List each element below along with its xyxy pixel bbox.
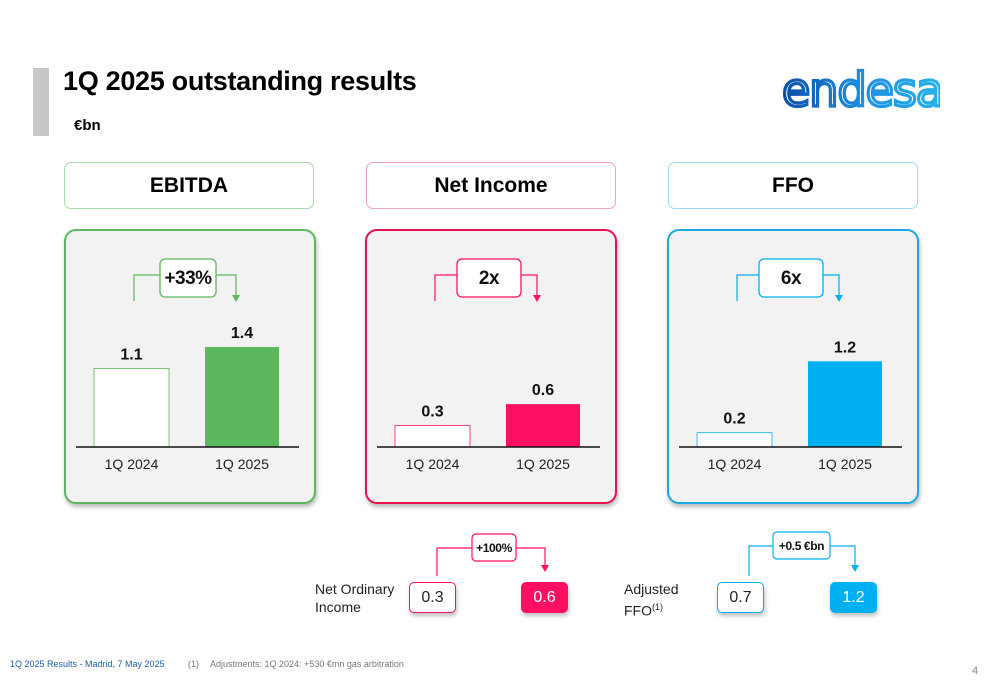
adjusted-ffo-2025-box: 1.2 xyxy=(830,582,877,613)
footnote-number: (1) xyxy=(188,659,199,669)
arrow-down-icon xyxy=(835,295,843,302)
ebitda-title: EBITDA xyxy=(149,173,229,197)
value-label: 0.3 xyxy=(421,404,443,421)
sub-change-badge xyxy=(772,531,831,560)
net-ordinary-income-label: Net Ordinary Income xyxy=(315,581,395,615)
x-tick-label: 1Q 2025 xyxy=(516,456,570,472)
adjusted-ffo-2024-box: 0.7 xyxy=(717,582,764,613)
bar-1q-2024 xyxy=(93,368,170,448)
change-badge xyxy=(159,258,217,298)
value-label: 1.1 xyxy=(120,346,142,363)
footer-source: 1Q 2025 Results - Madrid, 7 May 2025 xyxy=(10,659,165,669)
change-label: 6x xyxy=(781,268,802,289)
x-tick-label: 1Q 2024 xyxy=(406,456,460,472)
sub-change-label: +0.5 €bn xyxy=(779,539,824,553)
bar-1q-2025 xyxy=(205,347,279,447)
arrow-down-icon xyxy=(851,565,859,572)
change-badge xyxy=(456,258,522,298)
x-tick-label: 1Q 2025 xyxy=(215,456,269,472)
net-income-chart-panel: 0.3 1Q 2024 0.6 1Q 2025 2x xyxy=(365,229,617,504)
ebitda-header: EBITDA xyxy=(64,162,314,209)
ffo-chart-panel: 0.2 1Q 2024 1.2 1Q 2025 6x xyxy=(667,229,919,504)
value-label: 0.2 xyxy=(723,411,745,428)
change-label: 2x xyxy=(479,268,500,289)
sub-change-label: +100% xyxy=(476,541,512,555)
svg-text:endesa: endesa xyxy=(782,66,940,114)
sub-change-badge xyxy=(471,533,517,562)
title-accent-bar xyxy=(33,68,49,136)
ebitda-chart: 1.1 1Q 2024 1.4 1Q 2025 +33% xyxy=(76,258,299,472)
ffo-header: FFO xyxy=(668,162,918,209)
arrow-down-icon xyxy=(232,295,240,302)
net-income-title: Net Income xyxy=(434,173,548,197)
footnote-text: Adjustments: 1Q 2024: +530 €mn gas arbit… xyxy=(210,659,404,669)
value-label: 0.6 xyxy=(532,382,554,399)
arrow-down-icon xyxy=(541,565,549,572)
x-tick-label: 1Q 2025 xyxy=(818,456,872,472)
arrow-down-icon xyxy=(533,295,541,302)
x-tick-label: 1Q 2024 xyxy=(105,456,159,472)
unit-label: €bn xyxy=(74,117,101,134)
ffo-chart: 0.2 1Q 2024 1.2 1Q 2025 6x xyxy=(679,258,902,472)
change-badge xyxy=(758,258,824,298)
value-label: 1.2 xyxy=(834,339,856,356)
adjusted-ffo-label: Adjusted FFO(1) xyxy=(624,581,679,619)
net-ordinary-income-2024-box: 0.3 xyxy=(409,582,456,613)
value-label: 1.4 xyxy=(231,325,253,342)
net-income-header: Net Income xyxy=(366,162,616,209)
net-income-chart: 0.3 1Q 2024 0.6 1Q 2025 2x xyxy=(377,258,600,472)
bar-1q-2025 xyxy=(506,404,580,447)
net-ordinary-income-2025-box: 0.6 xyxy=(521,582,568,613)
change-label: +33% xyxy=(164,268,212,289)
page-number: 4 xyxy=(972,665,979,677)
endesa-logo: endesa xyxy=(780,66,940,114)
x-tick-label: 1Q 2024 xyxy=(708,456,762,472)
bar-1q-2025 xyxy=(808,361,882,447)
ebitda-chart-panel: 1.1 1Q 2024 1.4 1Q 2025 +33% xyxy=(64,229,316,504)
page-title: 1Q 2025 outstanding results xyxy=(63,66,417,96)
ffo-title: FFO xyxy=(772,173,814,197)
